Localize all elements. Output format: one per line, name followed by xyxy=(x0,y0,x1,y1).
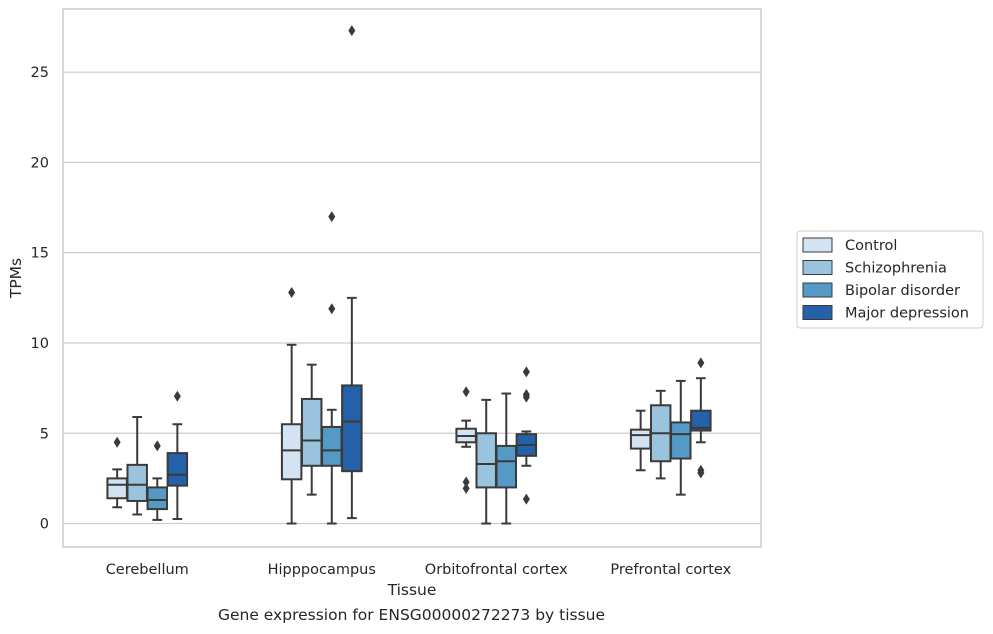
legend-label: Major depression xyxy=(845,306,969,322)
outlier-point xyxy=(462,482,470,494)
box-3-2 xyxy=(670,379,692,496)
y-tick-label: 0 xyxy=(40,517,49,533)
outlier-point xyxy=(462,476,470,488)
outlier-point xyxy=(328,211,336,223)
y-axis-ticks: 0 5 10 15 20 25 xyxy=(31,65,49,532)
box-2-1 xyxy=(475,398,497,525)
box-1-2 xyxy=(321,211,343,525)
box-1-1 xyxy=(300,363,323,496)
box-iqr xyxy=(475,432,497,489)
legend-label: Control xyxy=(845,238,897,254)
box-iqr xyxy=(280,423,303,481)
box-iqr xyxy=(341,384,363,473)
legend-label: Schizophrenia xyxy=(845,261,947,277)
legend-frame xyxy=(796,230,984,329)
outlier-point xyxy=(348,25,356,37)
outlier-point xyxy=(462,386,470,398)
box-iqr xyxy=(690,409,712,432)
box-iqr xyxy=(106,477,128,500)
box-0-2 xyxy=(146,440,169,521)
box-iqr xyxy=(126,463,148,502)
box-1-3 xyxy=(341,25,363,520)
y-tick-label: 10 xyxy=(31,336,49,352)
box-3-1 xyxy=(649,389,672,480)
x-tick-label: Prefrontal cortex xyxy=(610,562,731,578)
box-iqr xyxy=(166,452,189,487)
box-groups xyxy=(106,25,712,525)
box-0-3 xyxy=(166,390,189,521)
gridlines xyxy=(63,71,761,525)
outlier-point xyxy=(522,391,530,403)
outlier-point xyxy=(153,440,161,452)
outlier-point xyxy=(113,436,121,448)
x-axis-label: Tissue xyxy=(387,581,437,599)
legend: Control Schizophrenia Bipolar disorder Majo… xyxy=(796,230,984,329)
outlier-point xyxy=(328,303,336,315)
outlier-point xyxy=(697,357,705,369)
legend-swatch xyxy=(802,237,833,253)
y-tick-label: 25 xyxy=(31,65,49,81)
box-2-2 xyxy=(495,392,518,525)
box-iqr xyxy=(300,397,323,467)
box-0-0 xyxy=(106,436,128,509)
plot-frame xyxy=(62,8,762,548)
box-iqr xyxy=(629,428,652,450)
box-2-3 xyxy=(515,366,538,505)
x-tick-label: Orbitofrontal cortex xyxy=(425,562,568,578)
box-iqr xyxy=(146,486,169,511)
box-iqr xyxy=(495,444,518,489)
legend-label: Bipolar disorder xyxy=(845,283,960,299)
outlier-point xyxy=(522,366,530,378)
outlier-point xyxy=(697,467,705,479)
y-tick-label: 15 xyxy=(31,246,49,262)
box-2-0 xyxy=(455,386,477,494)
box-1-0 xyxy=(280,286,303,525)
x-tick-label: Cerebellum xyxy=(106,562,189,578)
box-3-0 xyxy=(629,409,652,472)
box-iqr xyxy=(670,421,692,460)
figure-caption: Gene expression for ENSG00000272273 by t… xyxy=(217,606,606,624)
box-iqr xyxy=(321,425,343,467)
y-tick-label: 5 xyxy=(40,426,49,442)
legend-swatch xyxy=(802,260,833,275)
outlier-point xyxy=(522,493,530,505)
box-3-3 xyxy=(690,357,712,479)
box-0-1 xyxy=(126,416,148,516)
x-tick-label: Hipppocampus xyxy=(268,562,376,578)
legend-swatch xyxy=(802,305,833,320)
outlier-point xyxy=(173,390,181,402)
outlier-point xyxy=(288,286,296,298)
x-axis-ticks: Cerebellum Hipppocampus Orbitofrontal cort… xyxy=(106,562,732,578)
y-axis-label: TPMs xyxy=(7,258,25,299)
y-tick-label: 20 xyxy=(31,155,49,171)
legend-swatch xyxy=(802,282,833,298)
